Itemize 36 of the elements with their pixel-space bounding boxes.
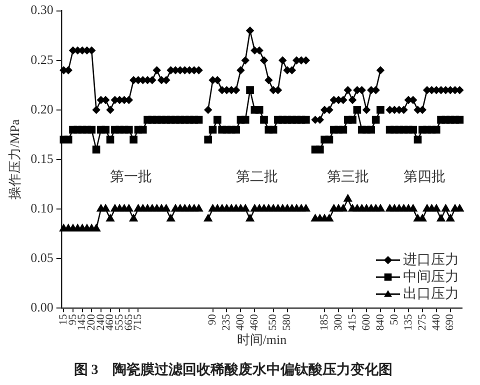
x-tick-label: 185: [318, 314, 330, 331]
x-tick-label: 50: [388, 314, 400, 326]
x-tick-label: 715: [132, 314, 144, 331]
y-tick-label: 0.15: [30, 150, 54, 166]
x-axis-title: 时间/min: [236, 332, 288, 347]
x-tick-label: 415: [346, 314, 358, 331]
annotation: 第三批: [326, 168, 369, 185]
legend-label: 进口压力: [403, 252, 459, 268]
x-tick-label: 580: [281, 314, 294, 331]
annotation: 第一批: [110, 168, 152, 185]
x-tick-label: 145: [76, 314, 88, 331]
x-tick-label: 135: [402, 314, 414, 331]
annotation: 第四批: [404, 168, 446, 185]
legend-label: 中间压力: [403, 268, 459, 285]
x-tick-label: 90: [206, 314, 219, 326]
y-tick-label: 0.05: [30, 250, 54, 265]
x-tick-label: 460: [248, 314, 261, 331]
y-tick-label: 0.30: [30, 2, 54, 18]
x-tick-label: 550: [267, 314, 280, 331]
x-tick-label: 275: [416, 314, 428, 331]
legend-label: 出口压力: [403, 286, 459, 302]
x-tick-label: 665: [122, 314, 135, 331]
y-axis-title: 操作压力/MPa: [7, 119, 22, 200]
text: 图 3 陶瓷膜过滤回收稀酸废水中偏钛酸压力变化图: [74, 361, 392, 378]
x-tick-label: 440: [430, 314, 442, 331]
y-tick-label: 0.10: [30, 200, 54, 216]
y-tick-label: 0.00: [30, 300, 54, 315]
y-tick-label: 0.20: [30, 101, 54, 116]
annotation: 第二批: [236, 168, 278, 185]
x-tick-label: 400: [234, 314, 247, 331]
x-tick-label: 300: [332, 314, 344, 331]
x-tick-label: 690: [444, 314, 456, 331]
x-tick-label: 235: [220, 314, 233, 331]
x-tick-label: 840: [374, 314, 386, 331]
y-tick-label: 0.25: [30, 52, 54, 67]
x-tick-label: 600: [360, 314, 372, 331]
